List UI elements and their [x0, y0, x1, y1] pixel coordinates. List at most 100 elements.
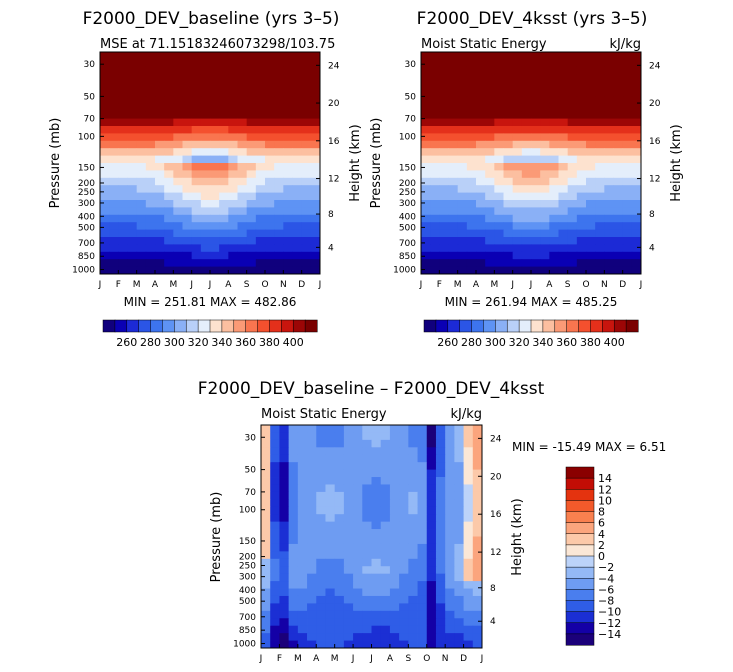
- heatmap-cell: [343, 514, 354, 523]
- heatmap-cell: [182, 170, 193, 179]
- heatmap-cell: [435, 484, 446, 493]
- heatmap-cell: [200, 126, 211, 134]
- heatmap-cell: [408, 477, 418, 485]
- heatmap-cell: [494, 103, 504, 112]
- heatmap-cell: [463, 521, 474, 530]
- heatmap-cell: [191, 148, 202, 156]
- heatmap-cell: [512, 81, 523, 90]
- heatmap-cell: [100, 200, 110, 208]
- heatmap-cell: [274, 155, 284, 164]
- heatmap-cell: [613, 103, 624, 112]
- heatmap-cell: [155, 163, 165, 171]
- heatmap-cell: [164, 177, 174, 186]
- heatmap-cell: [512, 118, 523, 127]
- heatmap-cell: [118, 103, 128, 112]
- heatmap-cell: [316, 432, 326, 441]
- heatmap-cell: [472, 432, 483, 441]
- heatmap-cell: [430, 111, 440, 119]
- y-tick-label: 250: [78, 188, 95, 198]
- heatmap-cell: [136, 140, 147, 149]
- heatmap-cell: [237, 148, 248, 156]
- colorbar-baseline: 260 280 300 320 340 360 380 400: [102, 319, 318, 349]
- heatmap-cell: [228, 74, 238, 82]
- heatmap-cell: [389, 506, 400, 515]
- heatmap-cell: [283, 155, 293, 164]
- heatmap-cell: [334, 573, 345, 582]
- heatmap-cell: [307, 447, 317, 456]
- heatmap-cell: [145, 74, 156, 82]
- heatmap-cell: [567, 111, 578, 119]
- heatmap-cell: [173, 96, 183, 105]
- heatmap-cell: [191, 244, 202, 253]
- heatmap-cell: [164, 244, 174, 253]
- heatmap-cell: [595, 185, 605, 193]
- heatmap-cell: [494, 251, 504, 260]
- colorbar-swatch: [590, 319, 603, 333]
- heatmap-cell: [540, 111, 550, 119]
- heatmap-cell: [485, 89, 495, 97]
- heatmap-cell: [270, 447, 280, 456]
- heatmap-cell: [155, 259, 165, 267]
- heatmap-cell: [567, 237, 578, 245]
- heatmap-cell: [426, 425, 437, 433]
- heatmap-cell: [109, 52, 119, 60]
- heatmap-cell: [494, 192, 504, 201]
- heatmap-cell: [210, 66, 220, 75]
- heatmap-cell: [494, 155, 504, 164]
- heatmap-cell: [430, 103, 440, 112]
- heatmap-cell: [389, 595, 400, 604]
- heatmap-cell: [476, 163, 486, 171]
- heatmap-cell: [362, 477, 372, 485]
- heatmap-cell: [604, 200, 614, 208]
- heatmap-cell: [430, 237, 440, 245]
- heatmap-cell: [485, 118, 495, 127]
- heatmap-cell: [595, 59, 605, 68]
- heatmap-cell: [118, 229, 128, 238]
- heatmap-cell: [503, 237, 514, 245]
- heatmap-cell: [485, 155, 495, 164]
- x-tick-label: J: [318, 280, 322, 290]
- heatmap-cell: [448, 214, 459, 223]
- heatmap-cell: [466, 133, 477, 142]
- heatmap-cell: [182, 96, 193, 105]
- heatmap-cell: [219, 207, 229, 216]
- heatmap-cell: [274, 259, 284, 267]
- heatmap-cell: [512, 66, 523, 75]
- heatmap-cell: [454, 484, 464, 493]
- heatmap-cell: [261, 536, 271, 545]
- heatmap-cell: [389, 610, 400, 619]
- heatmap-cell: [310, 59, 321, 68]
- heatmap-cell: [246, 81, 257, 90]
- heatmap-cell: [109, 170, 119, 179]
- colorbar-swatch: [506, 319, 520, 333]
- heatmap-cell: [540, 155, 550, 164]
- heatmap-cell: [274, 66, 284, 75]
- heatmap-cell: [109, 89, 119, 97]
- heatmap-cell: [353, 595, 363, 604]
- colorbar-label: 280: [461, 336, 482, 349]
- heatmap-cell: [494, 214, 504, 223]
- heatmap-cell: [466, 59, 477, 68]
- heatmap-cell: [301, 170, 312, 179]
- heatmap-cell: [265, 74, 275, 82]
- heatmap-cell: [182, 251, 193, 260]
- heatmap-cell: [191, 118, 202, 127]
- heatmap-cell: [512, 155, 523, 164]
- y-tick-label: 700: [239, 613, 256, 623]
- heatmap-cell: [576, 192, 587, 201]
- heatmap-cell: [604, 59, 614, 68]
- heatmap-cell: [283, 214, 293, 223]
- heatmap-cell: [316, 447, 326, 456]
- heatmap-cell: [586, 140, 596, 149]
- heatmap-cell: [531, 244, 541, 253]
- y-tick-label: 500: [399, 223, 416, 233]
- heatmap-cell: [435, 439, 446, 448]
- heatmap-cell: [261, 573, 271, 582]
- heatmap-cell: [408, 447, 418, 456]
- heatmap-cell: [586, 118, 596, 127]
- heatmap-cell: [457, 207, 468, 216]
- heatmap-cell: [353, 625, 363, 634]
- heatmap-cell: [426, 640, 437, 649]
- heatmap-cell: [219, 259, 229, 267]
